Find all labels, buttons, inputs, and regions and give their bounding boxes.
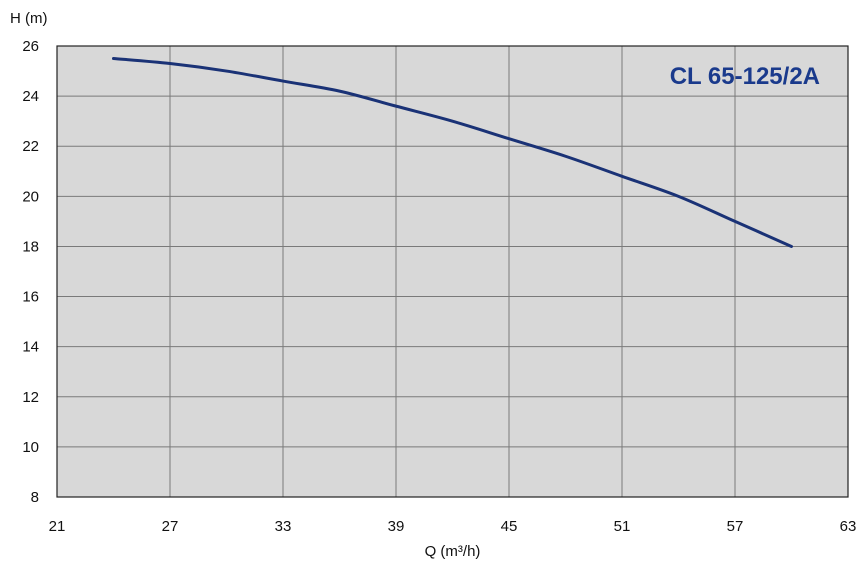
- y-axis-ticks: 8 10 12 14 16 18 20 22 24 26: [22, 38, 39, 506]
- y-tick-label: 8: [31, 489, 39, 506]
- x-tick-label: 21: [49, 518, 66, 535]
- y-tick-label: 20: [22, 188, 39, 205]
- series-line: [112, 57, 793, 248]
- x-tick-label: 51: [614, 518, 631, 535]
- x-axis-ticks: 21 27 33 39 45 51 57 63: [49, 518, 857, 535]
- x-tick-label: 33: [275, 518, 292, 535]
- y-tick-label: 24: [22, 88, 39, 105]
- y-tick-label: 12: [22, 389, 39, 406]
- x-tick-label: 39: [388, 518, 405, 535]
- x-tick-label: 63: [840, 518, 857, 535]
- y-tick-label: 18: [22, 238, 39, 255]
- y-tick-label: 26: [22, 38, 39, 55]
- y-tick-label: 14: [22, 339, 39, 356]
- y-tick-label: 10: [22, 439, 39, 456]
- grid-lines: [57, 46, 848, 497]
- x-tick-label: 45: [501, 518, 518, 535]
- y-tick-label: 22: [22, 138, 39, 155]
- plot-frame: [56, 45, 849, 498]
- chart-title: CL 65-125/2A: [670, 63, 820, 90]
- x-axis-label: Q (m³/h): [425, 543, 481, 560]
- x-tick-label: 57: [727, 518, 744, 535]
- y-axis-label: H (m): [10, 10, 48, 27]
- y-tick-label: 16: [22, 289, 39, 306]
- x-tick-label: 27: [162, 518, 179, 535]
- plot-area: [57, 46, 848, 497]
